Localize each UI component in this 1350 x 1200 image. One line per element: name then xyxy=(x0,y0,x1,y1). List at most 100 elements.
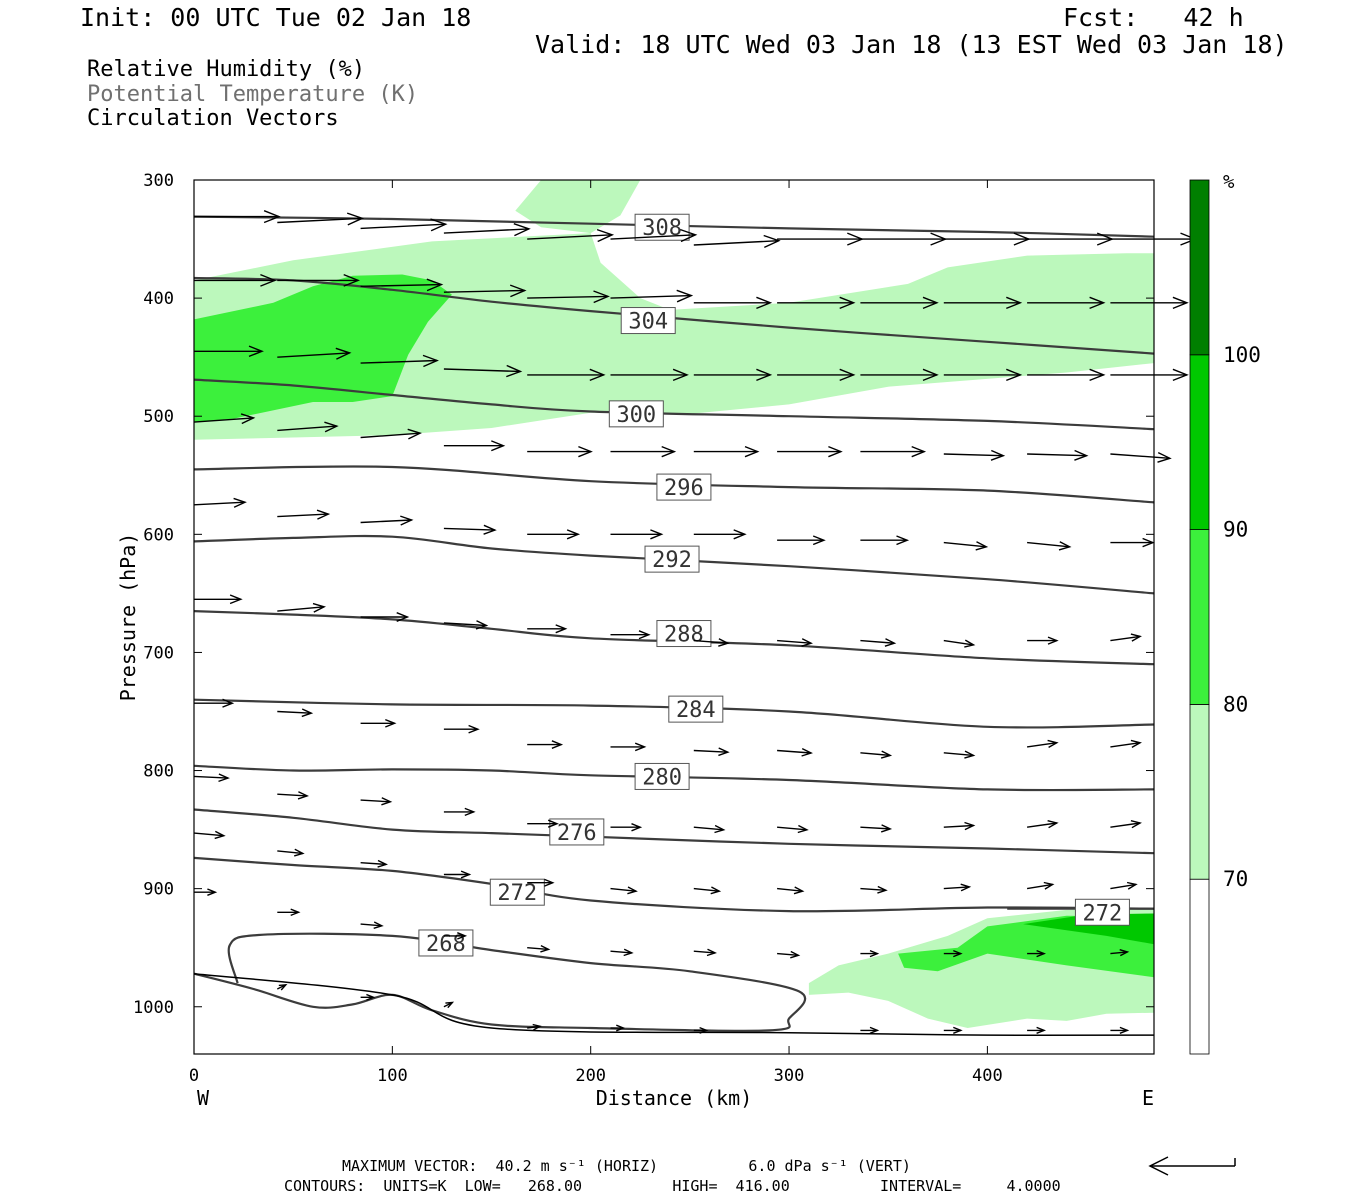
vector-head xyxy=(1074,449,1089,461)
circulation-vector-24 xyxy=(194,345,264,358)
vector-head xyxy=(324,421,339,433)
vector-shaft xyxy=(693,749,728,753)
circulation-vector-59 xyxy=(1110,537,1155,548)
theta-label-284-6: 284 xyxy=(676,698,716,723)
circulation-vector-27 xyxy=(443,364,523,378)
theta-label-box-304-1 xyxy=(620,307,676,335)
vector-head xyxy=(506,364,523,378)
circulation-vector-95 xyxy=(1110,820,1142,829)
init-time: Init: 00 UTC Tue 02 Jan 18 xyxy=(80,3,472,32)
circulation-vector-71 xyxy=(1110,633,1142,642)
vector-shaft xyxy=(1110,883,1137,890)
vector-shaft xyxy=(277,425,337,432)
circulation-vector-60 xyxy=(194,594,243,605)
y-axis-label: Pressure (hPa) xyxy=(116,533,140,702)
vector-shaft xyxy=(277,793,308,797)
colorbar-segment-3 xyxy=(1189,354,1210,530)
vector-shaft xyxy=(777,826,807,831)
vector-head xyxy=(589,368,606,382)
vector-shaft xyxy=(1110,453,1170,459)
vector-head xyxy=(263,210,281,224)
circulation-vector-100 xyxy=(527,878,555,887)
vector-shaft xyxy=(443,289,525,293)
vector-head xyxy=(1172,368,1189,382)
vector-head xyxy=(793,886,805,895)
vector-shaft xyxy=(693,950,716,954)
vector-shaft xyxy=(277,513,329,518)
vector-shaft xyxy=(360,862,387,866)
circulation-vector-13 xyxy=(277,273,360,287)
circulation-vector-107 xyxy=(1110,881,1138,890)
vector-shaft xyxy=(443,527,495,531)
vector-shaft xyxy=(443,228,529,234)
vector-shaft xyxy=(360,519,412,524)
circulation-vector-48 xyxy=(193,497,247,508)
circulation-vector-112 xyxy=(527,944,551,953)
vector-shaft xyxy=(360,223,446,230)
vector-shaft xyxy=(943,752,974,757)
circulation-vector-58 xyxy=(1027,541,1072,551)
vector-shaft xyxy=(360,923,382,927)
x-end-label-east: E xyxy=(1142,1086,1154,1110)
vector-head xyxy=(922,296,939,310)
circulation-vector-101 xyxy=(610,886,638,895)
circulation-vector-94 xyxy=(1027,820,1059,829)
vector-head xyxy=(294,848,305,857)
circulation-vector-121 xyxy=(360,993,376,1001)
theta-label-box-300-2 xyxy=(608,400,664,428)
circulation-vector-115 xyxy=(777,950,801,959)
vector-head xyxy=(710,886,722,895)
vector-head xyxy=(475,620,489,630)
vector-shaft xyxy=(1026,883,1053,890)
vector-shaft xyxy=(693,240,779,246)
vector-head xyxy=(233,497,247,508)
vector-head xyxy=(555,624,568,634)
circulation-vector-105 xyxy=(943,883,972,892)
vector-head xyxy=(869,1026,880,1034)
rh-region-80-3 xyxy=(194,274,452,423)
circulation-vector-123 xyxy=(527,1023,542,1031)
vector-head xyxy=(460,870,472,879)
circulation-vector-77 xyxy=(610,742,647,752)
theta-label-box-296-3 xyxy=(656,473,712,501)
vector-head xyxy=(801,747,813,757)
vector-head xyxy=(676,289,694,303)
vector-head xyxy=(718,747,730,757)
circulation-vector-89 xyxy=(610,823,643,832)
circulation-vector-111 xyxy=(443,932,468,940)
vector-head xyxy=(1047,739,1059,749)
valid-time: Valid: 18 UTC Wed 03 Jan 18 (13 EST Wed … xyxy=(535,30,1288,59)
theta-label-box-268-11 xyxy=(418,929,474,957)
vector-head xyxy=(1047,636,1059,645)
vector-head xyxy=(1006,368,1023,382)
circulation-vector-40 xyxy=(527,445,593,458)
circulation-vector-44 xyxy=(860,445,927,458)
vector-head xyxy=(631,823,643,832)
vector-shaft xyxy=(277,850,303,855)
theta-contour-300-2 xyxy=(193,378,1155,431)
vector-head xyxy=(1089,296,1106,310)
footer-max-vector: MAXIMUM VECTOR: 40.2 m s⁻¹ (HORIZ) 6.0 d… xyxy=(342,1157,911,1175)
vector-head xyxy=(922,368,939,382)
circulation-vector-103 xyxy=(777,886,805,895)
vector-head xyxy=(532,1023,542,1031)
x-tick-label-400: 400 xyxy=(972,1066,1003,1086)
vector-head xyxy=(828,445,843,458)
y-tick-label-700: 700 xyxy=(143,643,174,663)
circulation-vector-124 xyxy=(610,1024,626,1032)
vector-shaft xyxy=(360,799,391,803)
circulation-vector-70 xyxy=(1027,636,1059,645)
circulation-vector-92 xyxy=(860,824,893,833)
vector-shaft xyxy=(693,887,720,892)
colorbar-label-70: 70 xyxy=(1223,867,1248,891)
vector-shaft xyxy=(943,886,970,890)
circulation-vector-73 xyxy=(277,708,314,718)
vector-head xyxy=(1006,296,1023,310)
vector-shaft xyxy=(443,622,487,627)
x-tick-label-300: 300 xyxy=(774,1066,805,1086)
vector-shaft xyxy=(610,294,692,299)
vector-head xyxy=(278,983,288,991)
vector-head xyxy=(680,228,698,243)
